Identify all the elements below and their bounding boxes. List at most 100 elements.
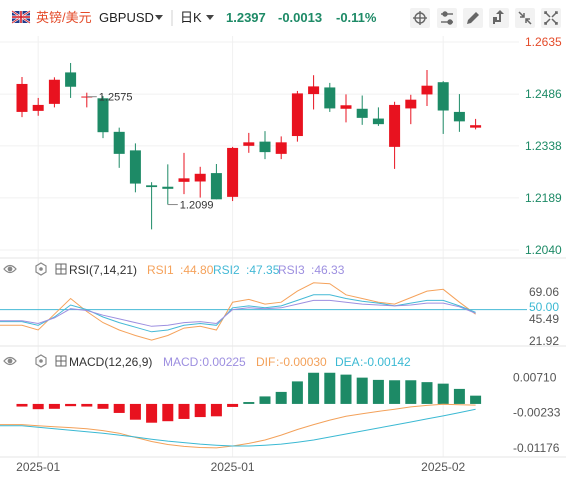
price-tick-label: 1.2189 bbox=[525, 191, 562, 205]
rsi-line-1 bbox=[0, 282, 476, 341]
macd-value: :0.00225 bbox=[199, 355, 246, 369]
macd-bar bbox=[113, 403, 125, 413]
macd-label: MACD bbox=[163, 355, 199, 369]
low-marker-label: 1.2099 bbox=[180, 200, 214, 212]
expand-icon bbox=[544, 11, 558, 25]
price-tick-label: 1.2338 bbox=[525, 139, 562, 153]
macd-bar bbox=[178, 403, 190, 419]
macd-bar bbox=[227, 403, 239, 407]
dea-value: :-0.00142 bbox=[360, 355, 411, 369]
candle-body bbox=[421, 85, 433, 95]
rsi-legend: RSI(7,14,21) RSI1 :44.80 RSI2 :47.35 RSI… bbox=[3, 262, 345, 277]
time-axis: 2025-01 2025-01 2025-02 bbox=[16, 460, 465, 474]
rsi-tick-label: 69.06 bbox=[529, 285, 559, 299]
pencil-icon bbox=[467, 12, 479, 24]
macd-bar bbox=[146, 403, 158, 423]
last-price: 1.2397 bbox=[226, 10, 266, 25]
macd-settings-icon[interactable] bbox=[35, 354, 47, 368]
rsi-tick-label: 21.92 bbox=[529, 334, 559, 348]
candle-body bbox=[453, 111, 465, 122]
candle-body bbox=[65, 72, 77, 87]
candle-body bbox=[437, 82, 449, 111]
rsi-series bbox=[0, 282, 527, 341]
candlestick-series[interactable] bbox=[16, 62, 482, 230]
header-bar: 英镑/美元 GBPUSD 日K 1.2397 -0.0013 -0.11% bbox=[11, 8, 561, 28]
macd-bar bbox=[65, 403, 77, 407]
macd-bar bbox=[421, 382, 433, 404]
macd-tick-label: -0.01176 bbox=[513, 441, 560, 455]
rsi1-label: RSI1 bbox=[147, 263, 174, 277]
price-tick-label: 1.2635 bbox=[525, 35, 562, 49]
macd-eye-icon[interactable] bbox=[3, 356, 17, 366]
candle-body bbox=[340, 105, 352, 109]
candle-body bbox=[194, 173, 206, 182]
candle-body bbox=[389, 104, 401, 147]
macd-bar bbox=[97, 403, 109, 409]
candle-body bbox=[291, 93, 303, 137]
candle-body bbox=[405, 99, 417, 109]
symbol-code[interactable]: GBPUSD bbox=[99, 10, 154, 25]
rsi1-value: :44.80 bbox=[180, 263, 214, 277]
macd-bar bbox=[194, 403, 206, 418]
macd-bar bbox=[453, 388, 465, 404]
macd-bar bbox=[340, 374, 352, 404]
candle-body bbox=[146, 185, 158, 188]
rsi-tick-label: 45.49 bbox=[529, 312, 559, 326]
time-tick-label: 2025-01 bbox=[211, 460, 255, 474]
rsi2-value: :47.35 bbox=[246, 263, 280, 277]
macd-bar bbox=[372, 379, 384, 404]
rsi-settings-icon[interactable] bbox=[35, 262, 47, 276]
macd-bar bbox=[243, 402, 255, 404]
fullscreen-button[interactable] bbox=[541, 8, 561, 28]
chevron-down-icon[interactable] bbox=[155, 15, 163, 20]
candle-body bbox=[356, 108, 368, 118]
time-tick-label: 2025-02 bbox=[421, 460, 465, 474]
candle-body bbox=[372, 118, 384, 125]
draw-button[interactable] bbox=[463, 8, 483, 28]
candle-body bbox=[162, 186, 174, 189]
rsi-eye-icon[interactable] bbox=[3, 264, 17, 274]
macd-indicator-name: MACD(12,26,9) bbox=[69, 355, 152, 369]
candle-body bbox=[32, 104, 44, 111]
rsi-table-icon[interactable] bbox=[55, 263, 67, 275]
rsi-tick-label: 50.00 bbox=[529, 300, 559, 314]
candle-body bbox=[16, 83, 28, 112]
high-marker-label: 1.2575 bbox=[99, 92, 133, 104]
candle-body bbox=[48, 79, 60, 104]
crosshair-button[interactable] bbox=[410, 8, 430, 28]
symbol-name[interactable]: 英镑/美元 bbox=[36, 10, 92, 25]
rsi-line-3 bbox=[0, 299, 476, 327]
period-selector[interactable]: 日K bbox=[180, 10, 202, 25]
time-tick-label: 2025-01 bbox=[16, 460, 60, 474]
dif-line bbox=[0, 403, 476, 449]
candle-body bbox=[308, 86, 320, 95]
macd-bar bbox=[162, 403, 174, 422]
period-chevron-icon[interactable] bbox=[206, 15, 214, 20]
candle-body bbox=[275, 142, 287, 154]
macd-bar bbox=[210, 403, 222, 417]
share-icon bbox=[493, 10, 504, 24]
macd-bar bbox=[437, 383, 449, 404]
candle-body bbox=[113, 131, 125, 154]
candle-body bbox=[324, 87, 336, 109]
candle-body bbox=[129, 150, 141, 184]
macd-bar bbox=[324, 372, 336, 404]
dif-label: DIF bbox=[256, 355, 275, 369]
share-button[interactable] bbox=[489, 8, 509, 28]
macd-table-icon[interactable] bbox=[55, 355, 67, 367]
sliders-icon bbox=[441, 11, 453, 25]
candle-body bbox=[259, 141, 271, 153]
candle-body bbox=[210, 173, 222, 200]
macd-bar bbox=[356, 377, 368, 404]
indicator-settings-button[interactable] bbox=[437, 8, 457, 28]
price-axis: 1.2635 1.2486 1.2338 1.2189 1.2040 bbox=[525, 35, 562, 257]
macd-bar bbox=[275, 391, 287, 404]
macd-tick-label: 0.00710 bbox=[513, 370, 557, 384]
macd-lines bbox=[0, 403, 476, 449]
macd-bar bbox=[16, 403, 28, 407]
candle-body bbox=[178, 178, 190, 182]
rsi-indicator-name: RSI(7,14,21) bbox=[69, 263, 137, 277]
collapse-button[interactable] bbox=[515, 8, 535, 28]
dea-line bbox=[0, 408, 476, 447]
